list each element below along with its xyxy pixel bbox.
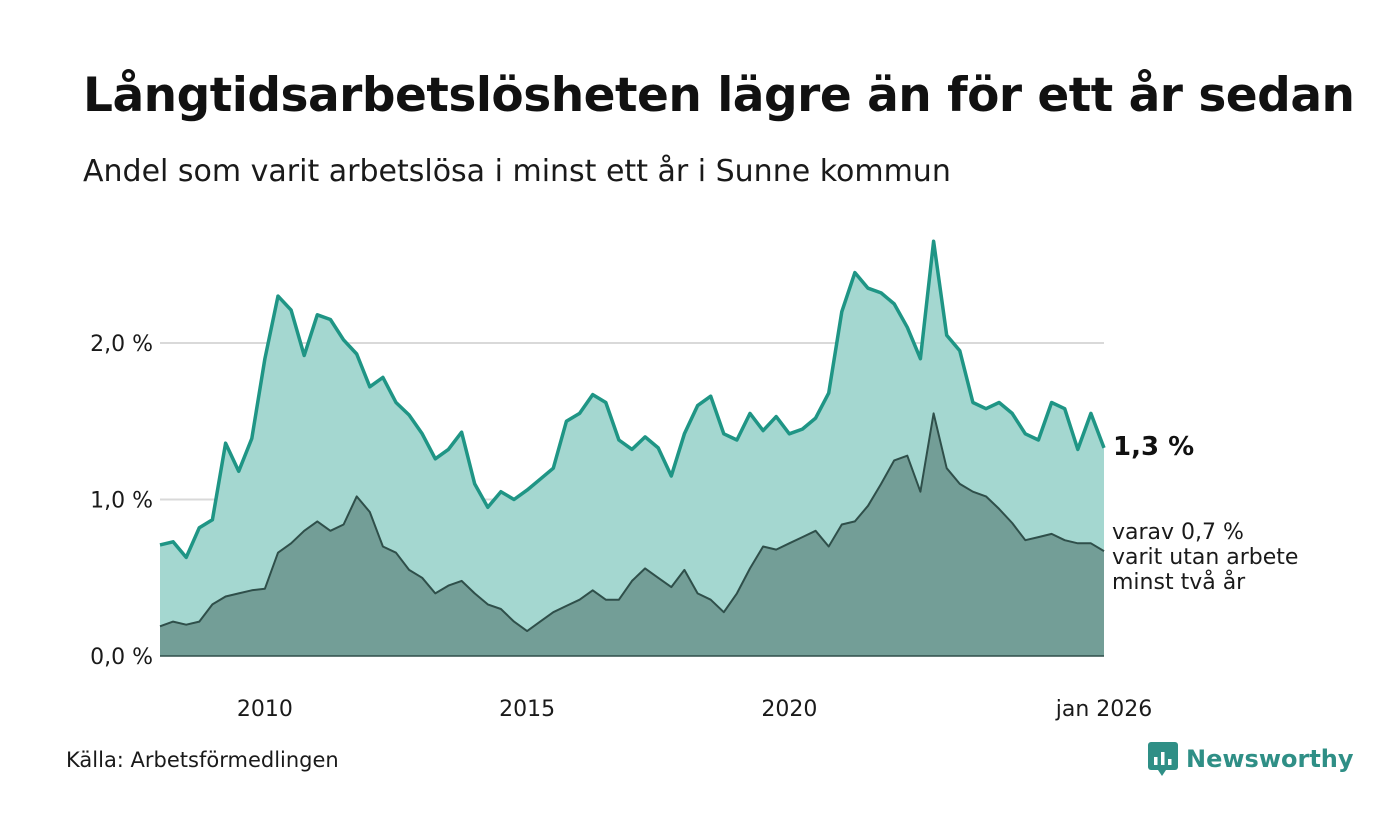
x-tick-label: 2010: [237, 697, 293, 722]
y-tick-label: 2,0 %: [90, 332, 153, 357]
end-sub-line3: minst två år: [1112, 570, 1246, 595]
logo-text: Newsworthy: [1186, 745, 1354, 773]
bar-chart-icon: [1148, 742, 1178, 776]
series-1-line: [159, 239, 1106, 560]
newsworthy-logo[interactable]: Newsworthy: [1148, 742, 1354, 776]
chart-subtitle: Andel som varit arbetslösa i minst ett å…: [83, 154, 951, 189]
end-value-label: 1,3 %: [1113, 432, 1195, 462]
end-sub-label: varav 0,7 % varit utan arbete minst två …: [1112, 520, 1298, 595]
chart-title: Långtidsarbetslösheten lägre än för ett …: [83, 68, 1355, 123]
series-2-area: [160, 413, 1104, 656]
end-sub-line2: varit utan arbete: [1112, 545, 1299, 570]
y-tick-label: 1,0 %: [90, 489, 153, 514]
series-2-line: [159, 412, 1105, 632]
end-sub-line1: varav 0,7 %: [1112, 520, 1244, 545]
x-tick-label: 2015: [499, 697, 555, 722]
y-tick-label: 0,0 %: [90, 645, 153, 670]
source-label: Källa: Arbetsförmedlingen: [66, 748, 339, 772]
x-tick-label: jan 2026: [1055, 697, 1153, 722]
x-tick-label: 2020: [761, 697, 817, 722]
